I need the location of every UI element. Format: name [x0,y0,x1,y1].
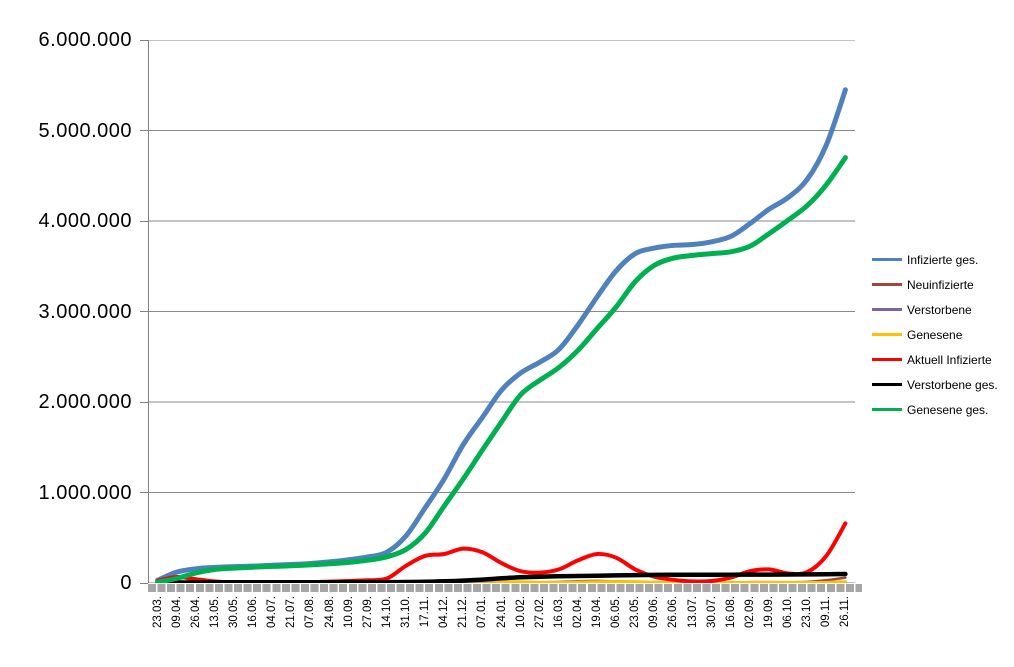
x-axis-label: 23.10. [801,596,814,628]
x-axis-label: 13.07. [686,596,699,628]
y-axis-label: 1.000.000 [38,481,132,504]
y-axis-tick [140,130,148,131]
x-axis-label: 07.01. [476,596,489,628]
x-axis-label: 24.08. [323,596,336,628]
y-axis-tick [140,582,148,584]
x-axis-label: 19.09. [763,596,775,628]
legend: Infizierte ges. Neuinfizierte Verstorbene G… [872,247,1014,422]
y-axis-tick [140,39,148,41]
x-axis-label: 10.02. [514,596,527,628]
legend-item[interactable]: Neuinfizierte [872,272,1014,297]
x-axis-tick-band [148,584,862,592]
x-axis-label: 21.07. [285,596,298,628]
x-axis-label: 16.06. [247,596,260,628]
legend-label: Genesene [907,327,963,342]
legend-line-icon [872,308,902,311]
x-axis-label: 21.12. [457,596,470,628]
x-axis-label: 02.09. [743,596,756,628]
series-line-verstorbene-ges[interactable] [155,571,848,585]
y-axis-label: 3.000.000 [38,300,132,323]
legend-item[interactable]: Aktuell Infizierte [872,347,1014,372]
legend-label: Aktuell Infizierte [907,352,992,367]
x-axis-label: 16.08. [724,596,737,628]
y-axis-labels: 0 1.000.000 2.000.000 3.000.000 4.000.000 5.0… [0,0,132,667]
legend-line-icon [872,283,902,286]
x-axis-label: 09.06. [648,596,661,628]
x-axis-label: 16.03. [552,596,565,628]
legend-line-icon [872,358,902,361]
y-axis-label: 2.000.000 [38,391,132,413]
plot-area [148,39,855,585]
x-axis-label: 26.11. [839,596,852,628]
legend-label: Verstorbene [907,302,972,317]
y-axis-tick [140,492,148,493]
x-axis-label: 27.02. [533,596,546,628]
x-axis-label: 30.05. [227,596,240,628]
y-axis-tick [140,220,148,222]
x-axis-label: 31.10. [399,596,412,628]
x-axis-label: 24.01. [495,596,508,628]
y-axis-label: 5.000.000 [38,119,132,142]
x-axis-label: 09.04. [170,596,183,628]
x-axis-label: 09.11. [820,596,833,628]
legend-item[interactable]: Genesene [872,322,1014,347]
x-axis-label: 27.09. [361,596,374,628]
x-axis-label: 06.05. [610,596,623,628]
x-axis-label: 23.03. [151,596,164,628]
y-axis-tick [140,311,148,312]
legend-label: Infizierte ges. [907,252,979,267]
x-axis-label: 23.05. [629,596,642,628]
legend-line-icon [872,333,902,336]
y-axis-label: 6.000.000 [38,29,132,51]
x-axis-label: 07.08. [304,596,317,628]
legend-line-icon [872,408,902,411]
legend-line-icon [872,258,902,261]
legend-label: Genesene ges. [907,402,989,417]
x-axis-label: 26.04. [189,596,202,628]
x-axis-label: 06.10. [782,596,795,628]
legend-item[interactable]: Genesene ges. [872,397,1014,422]
series-line-genesene-ges[interactable] [155,155,848,585]
y-axis-label: 4.000.000 [38,210,132,232]
plot-svg [148,39,855,585]
x-axis-label: 04.07. [266,596,279,628]
x-axis-label: 26.06. [667,596,680,628]
series-line-infizierte-ges[interactable] [155,87,848,583]
x-axis-label: 04.12. [438,596,451,628]
x-axis-label: 19.04. [591,596,604,628]
y-axis-tick [140,401,148,403]
legend-label: Verstorbene ges. [907,377,998,392]
legend-item[interactable]: Verstorbene ges. [872,372,1014,397]
x-axis-label: 14.10. [380,596,393,628]
legend-item[interactable]: Infizierte ges. [872,247,1014,272]
legend-item[interactable]: Verstorbene [872,297,1014,322]
y-axis-label: 0 [120,572,132,594]
x-axis-label: 17.11. [419,596,432,628]
x-axis-label: 02.04. [571,596,584,628]
legend-label: Neuinfizierte [907,277,974,292]
x-axis-label: 30.07. [705,596,718,628]
legend-line-icon [872,383,902,386]
x-axis-label: 10.09. [342,596,355,628]
x-axis-label: 13.05. [208,596,221,628]
